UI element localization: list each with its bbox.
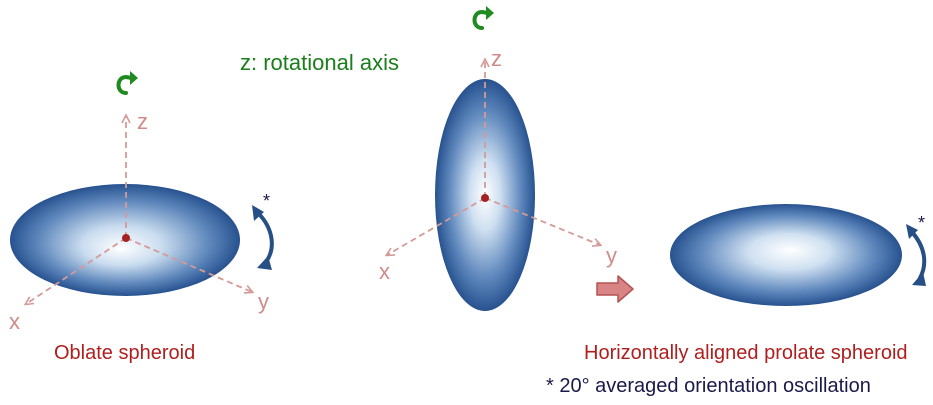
oblate-y-label: y (258, 289, 269, 314)
horizontal-prolate-spheroid (670, 204, 902, 306)
oblate-spheroid-group: z x y * (9, 71, 274, 334)
rotational-axis-caption: z: rotational axis (240, 50, 399, 75)
prolate-asterisk: * (918, 213, 925, 233)
prolate-y-axis (484, 197, 600, 245)
horizontal-prolate-caption: Horizontally aligned prolate spheroid (584, 342, 908, 364)
oscillation-footnote: * 20° averaged orientation oscillation (546, 375, 871, 397)
prolate-x-label: x (379, 259, 390, 284)
oblate-z-label: z (137, 109, 148, 134)
rotation-arrow-icon (116, 71, 138, 95)
prolate-y-label: y (606, 243, 617, 268)
oblate-asterisk: * (263, 191, 270, 211)
horizontal-prolate-spheroid-group: * (670, 204, 927, 306)
prolate-center-dot (481, 194, 489, 202)
oscillation-arrow-icon (252, 205, 274, 270)
oblate-x-label: x (9, 309, 20, 334)
vertical-prolate-spheroid-group: z x y (379, 6, 617, 311)
oblate-spheroid-caption: Oblate spheroid (54, 342, 195, 364)
rotation-arrow-icon (472, 6, 494, 30)
prolate-z-label: z (491, 46, 502, 71)
oblate-y-axis (125, 237, 252, 292)
transition-arrow-icon (596, 275, 634, 303)
prolate-x-axis (387, 197, 486, 255)
oblate-center-dot (122, 234, 130, 242)
oscillation-arrow-icon (906, 224, 927, 286)
